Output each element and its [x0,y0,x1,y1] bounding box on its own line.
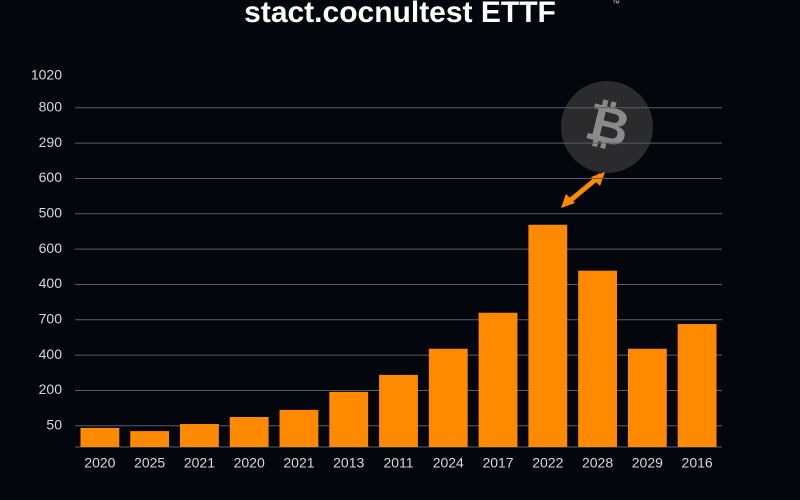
y-tick-label: 600 [39,169,63,185]
arrow [561,172,605,208]
bar [578,270,617,447]
x-tick-label: 2011 [383,455,413,471]
bar [428,348,468,447]
x-tick-label: 2020 [234,455,265,471]
y-tick-label: 200 [39,381,63,397]
bar [279,409,319,447]
x-tick-label: 2022 [532,455,563,471]
y-tick-label: 700 [39,311,63,327]
x-tick-label: 2024 [433,455,464,471]
bar [627,348,667,447]
bar [130,431,170,447]
x-tick-label: 2021 [184,455,215,471]
x-tick-label: 2016 [682,455,713,471]
y-tick-label: 600 [39,240,63,256]
y-tick-label: 800 [39,99,63,115]
bar [379,374,418,447]
y-tick-label: 50 [46,417,62,433]
arrow-head [591,172,605,186]
arrow-head [561,194,575,208]
x-tick-label: 2020 [84,455,115,471]
bitcoin-icon: ₿ [561,81,653,173]
y-tick-label: 500 [39,205,63,221]
bar [80,427,120,447]
chart-title: stact.cocnultest ETTF [244,0,556,29]
bar [229,416,269,447]
bar [329,391,369,447]
x-tick-label: 2028 [582,455,613,471]
x-tick-label: 2013 [333,455,364,471]
trademark: ™ [612,0,620,8]
x-tick-label: 2017 [482,455,513,471]
bar [478,312,518,447]
y-tick-label: 290 [39,134,63,150]
bar [180,424,219,447]
x-tick-label: 2029 [632,455,663,471]
bar [528,224,568,447]
y-tick-label: 400 [39,346,63,362]
bar [677,324,717,447]
x-tick-label: 2021 [283,455,314,471]
y-tick-label: 1020 [31,67,62,83]
x-tick-label: 2025 [134,455,165,471]
y-tick-label: 400 [39,275,63,291]
icon-circle [561,81,653,173]
